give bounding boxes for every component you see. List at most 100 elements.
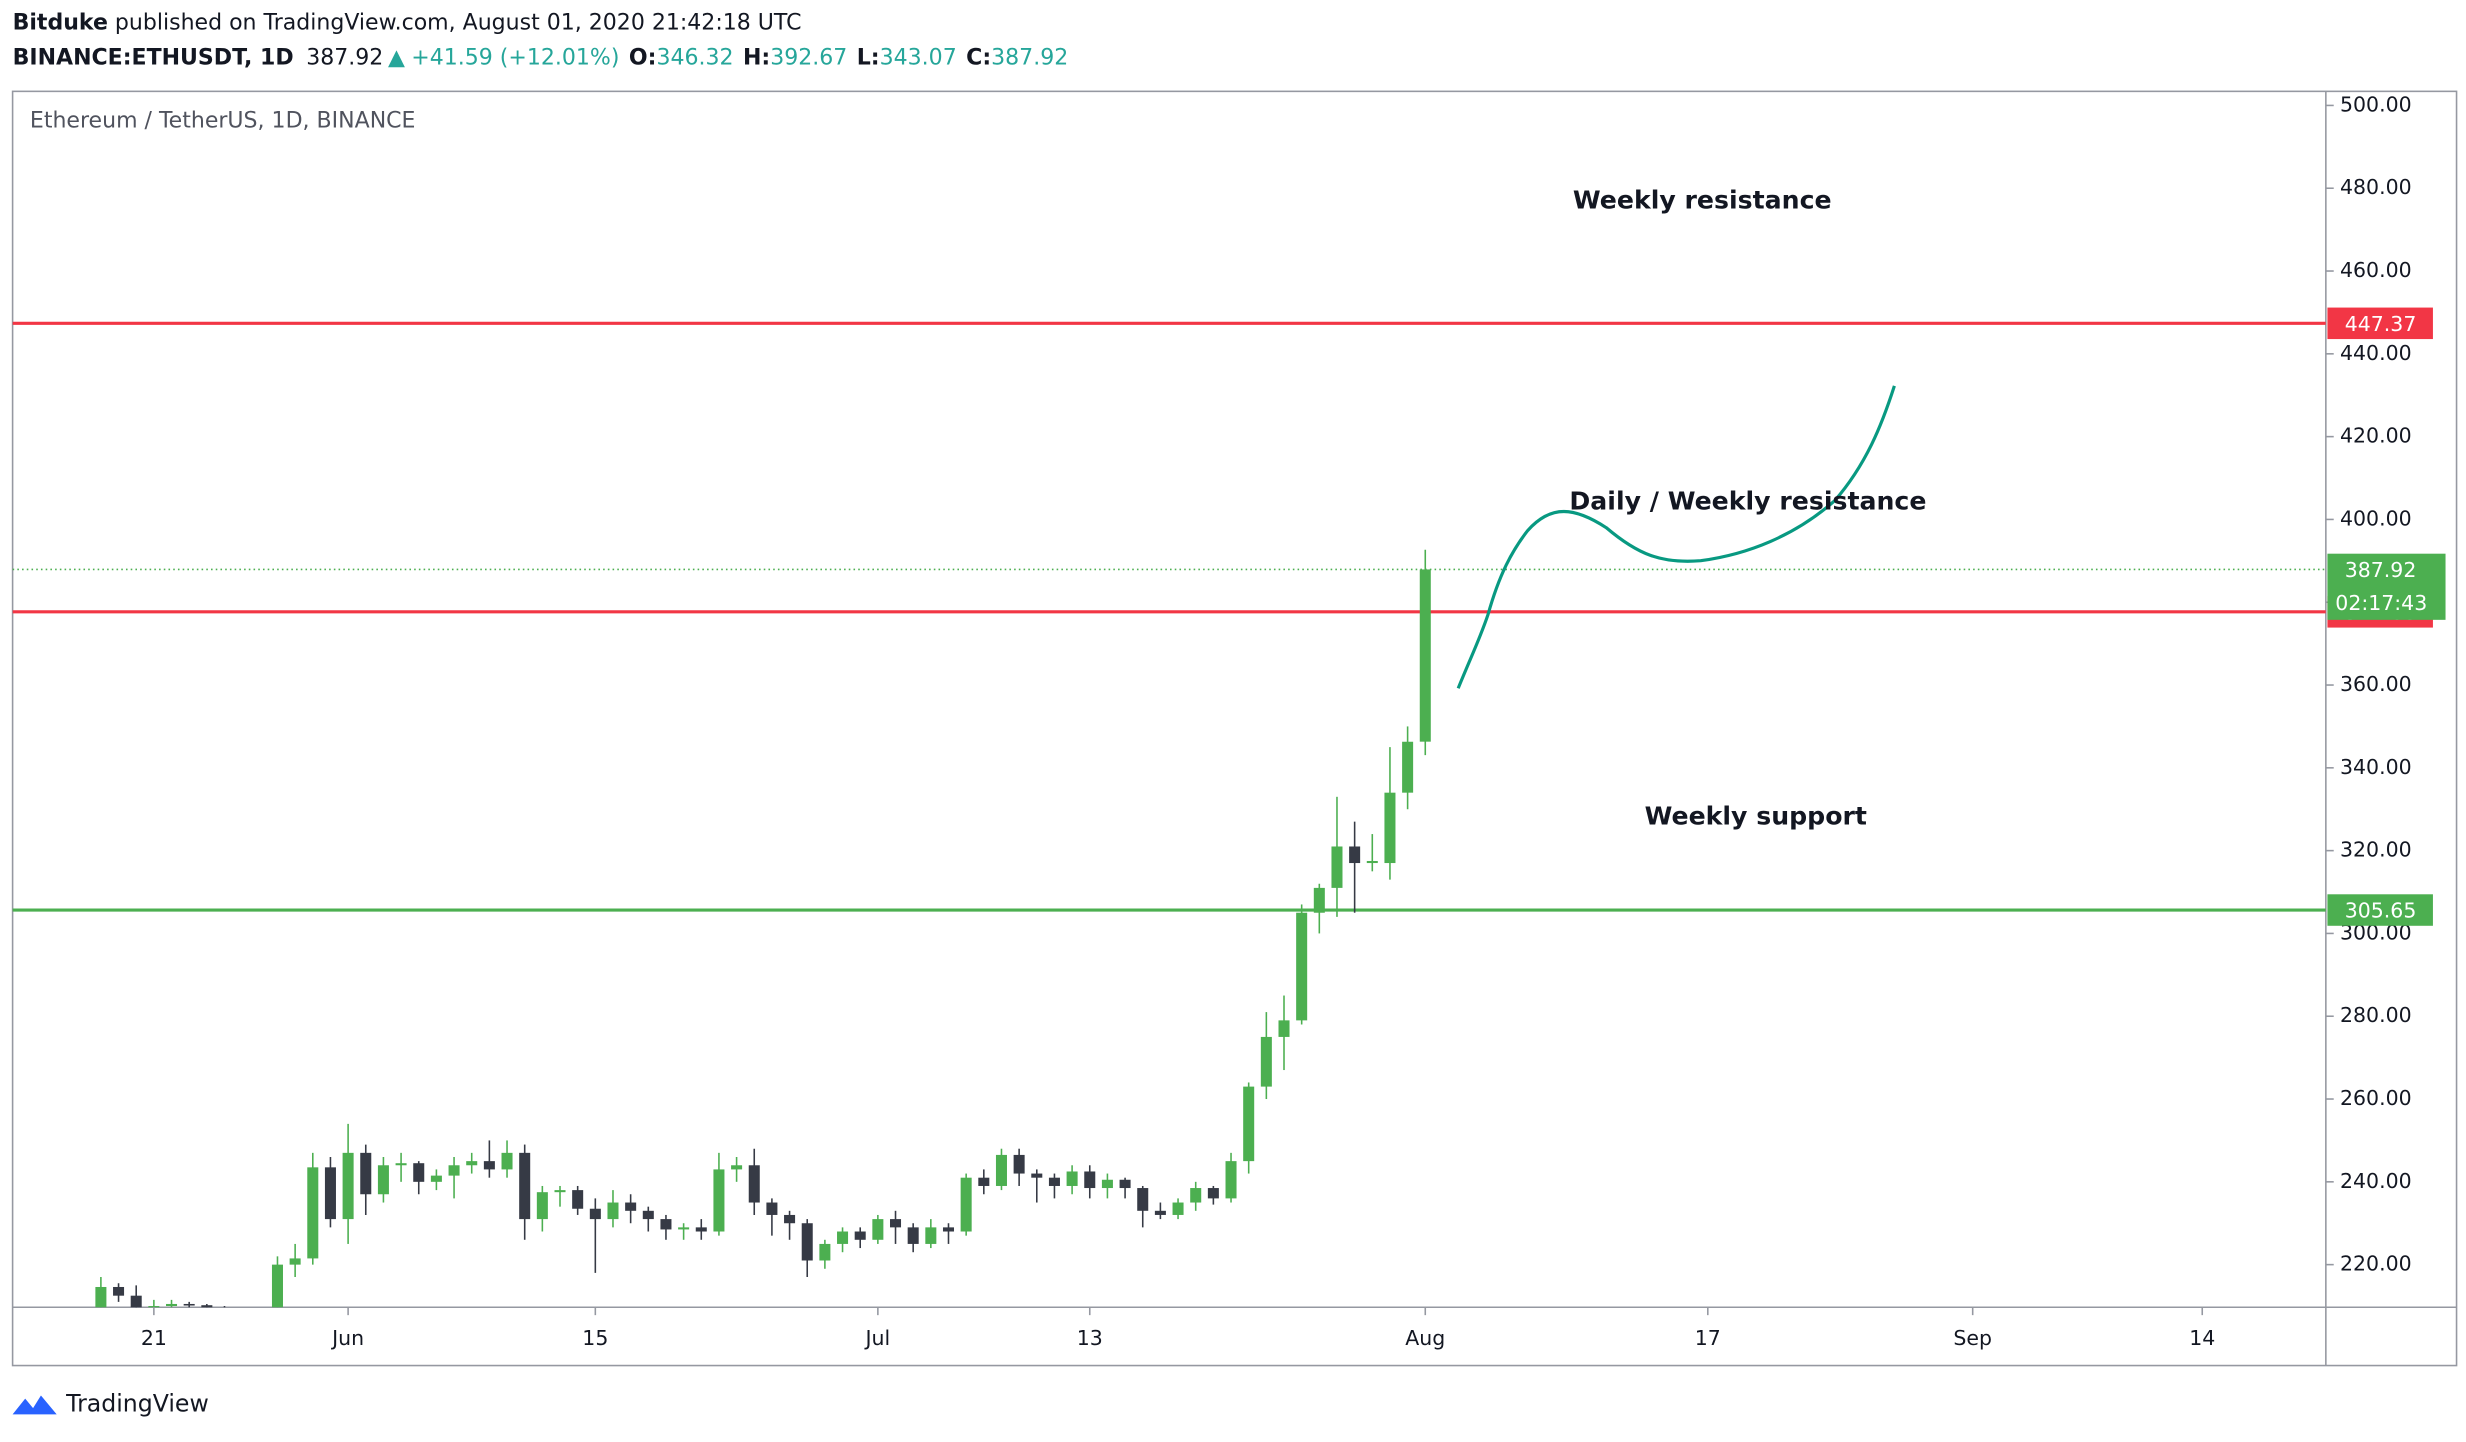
candle-body — [1137, 1188, 1149, 1211]
candle-body — [1084, 1171, 1096, 1189]
candle-body — [589, 1208, 601, 1220]
y-tick-label: 400.00 — [2340, 506, 2412, 530]
frame — [11, 90, 2458, 1367]
y-tick-label: 480.00 — [2340, 175, 2412, 199]
candle-body — [890, 1219, 902, 1228]
candle-body — [713, 1169, 725, 1232]
candle-body — [960, 1177, 972, 1232]
x-tick-label: 15 — [582, 1326, 608, 1350]
candle-body — [837, 1231, 849, 1244]
annotation: Daily / Weekly resistance — [1569, 486, 1926, 515]
last-price-label: 387.92 — [2345, 558, 2417, 582]
h-label: H: — [743, 45, 770, 70]
candle-body — [766, 1202, 778, 1215]
candle-body — [466, 1161, 478, 1166]
candle-body — [1013, 1154, 1025, 1174]
candle-body — [819, 1243, 831, 1261]
arrow: ▲ — [388, 45, 405, 70]
change: +41.59 (+12.01%) — [411, 45, 619, 70]
candle-body — [148, 1306, 160, 1308]
logo: TradingView — [12, 1389, 209, 1417]
header-line: Bitduke published on TradingView.com, Au… — [13, 11, 802, 36]
candle-body — [324, 1167, 336, 1220]
candle-body — [1048, 1177, 1060, 1186]
l-label: L: — [857, 45, 880, 70]
y-tick-label: 500.00 — [2340, 92, 2412, 116]
candle-body — [801, 1223, 813, 1261]
o-label: O: — [629, 45, 657, 70]
candle-body — [201, 1305, 213, 1308]
x-tick-label: Jul — [864, 1326, 891, 1350]
chart-title: Ethereum / TetherUS, 1D, BINANCE — [30, 108, 416, 133]
candle-body — [572, 1190, 584, 1209]
candle-body — [413, 1163, 425, 1182]
header-line: BINANCE:ETHUSDT, 1D 387.92 ▲ +41.59 (+12.01… — [13, 45, 1069, 70]
candle-body — [130, 1295, 142, 1308]
y-tick-label: 420.00 — [2340, 424, 2412, 448]
candle-body — [536, 1192, 548, 1220]
candle-body — [360, 1152, 372, 1195]
candle-body — [1366, 860, 1378, 864]
symbol: BINANCE:ETHUSDT, 1D — [13, 45, 294, 70]
y-tick-label: 360.00 — [2340, 672, 2412, 696]
y-tick-label: 260.00 — [2340, 1086, 2412, 1110]
c: 387.92 — [991, 45, 1068, 70]
candle-body — [942, 1227, 955, 1232]
candle-body — [695, 1227, 707, 1232]
candle-body — [607, 1202, 619, 1220]
candle-body — [748, 1165, 760, 1203]
brand: TradingView — [65, 1389, 209, 1417]
candle-body — [1154, 1210, 1166, 1215]
candle-body — [625, 1202, 637, 1211]
drawn-projection — [1456, 385, 1896, 689]
x-tick-label: Aug — [1405, 1326, 1445, 1350]
candle-body — [1419, 569, 1431, 742]
candle-body — [1278, 1020, 1290, 1037]
candle-body — [1331, 846, 1343, 888]
h: 392.67 — [770, 45, 847, 70]
candle-body — [1225, 1161, 1237, 1199]
level-tag — [2327, 307, 2433, 340]
candle-body — [166, 1303, 178, 1307]
candle-body — [342, 1152, 354, 1220]
price: 387.92 — [306, 45, 383, 70]
candle-body — [271, 1264, 283, 1308]
candle-body — [430, 1175, 442, 1182]
candle-body — [183, 1303, 195, 1306]
y-tick-label: 440.00 — [2340, 341, 2412, 365]
candle-body — [448, 1165, 460, 1176]
level-label: 447.37 — [2345, 312, 2417, 336]
x-tick-label: Jun — [330, 1326, 364, 1350]
candle-body — [872, 1219, 884, 1240]
candle-body — [642, 1210, 654, 1220]
annotation: Weekly support — [1645, 801, 1867, 830]
c-label: C: — [966, 45, 991, 70]
o: 346.32 — [656, 45, 733, 70]
candle-body — [1119, 1179, 1131, 1189]
candle-body — [113, 1286, 125, 1296]
author: Bitduke — [13, 11, 108, 36]
logo-icon — [12, 1395, 57, 1415]
candle-body — [501, 1152, 513, 1170]
candle-body — [289, 1258, 301, 1265]
l: 343.07 — [880, 45, 957, 70]
y-tick-label: 460.00 — [2340, 258, 2412, 282]
candle-body — [1172, 1202, 1184, 1215]
candle-body — [554, 1190, 566, 1193]
y-tick-label: 320.00 — [2340, 838, 2412, 862]
candle-body — [784, 1214, 796, 1224]
candle-body — [1066, 1171, 1078, 1186]
x-tick-label: 21 — [141, 1326, 167, 1350]
candle-body — [1296, 912, 1308, 1021]
candle-body — [1260, 1036, 1272, 1087]
x-tick-label: Sep — [1953, 1326, 1992, 1350]
candle-body — [678, 1227, 690, 1230]
candle-body — [907, 1227, 919, 1244]
annotation: Weekly resistance — [1573, 186, 1832, 215]
level-label: 305.65 — [2345, 899, 2417, 923]
plot — [12, 321, 2326, 1308]
level-tag — [2327, 894, 2433, 926]
candle-body — [1384, 792, 1396, 864]
last-price-tag — [2327, 553, 2446, 620]
